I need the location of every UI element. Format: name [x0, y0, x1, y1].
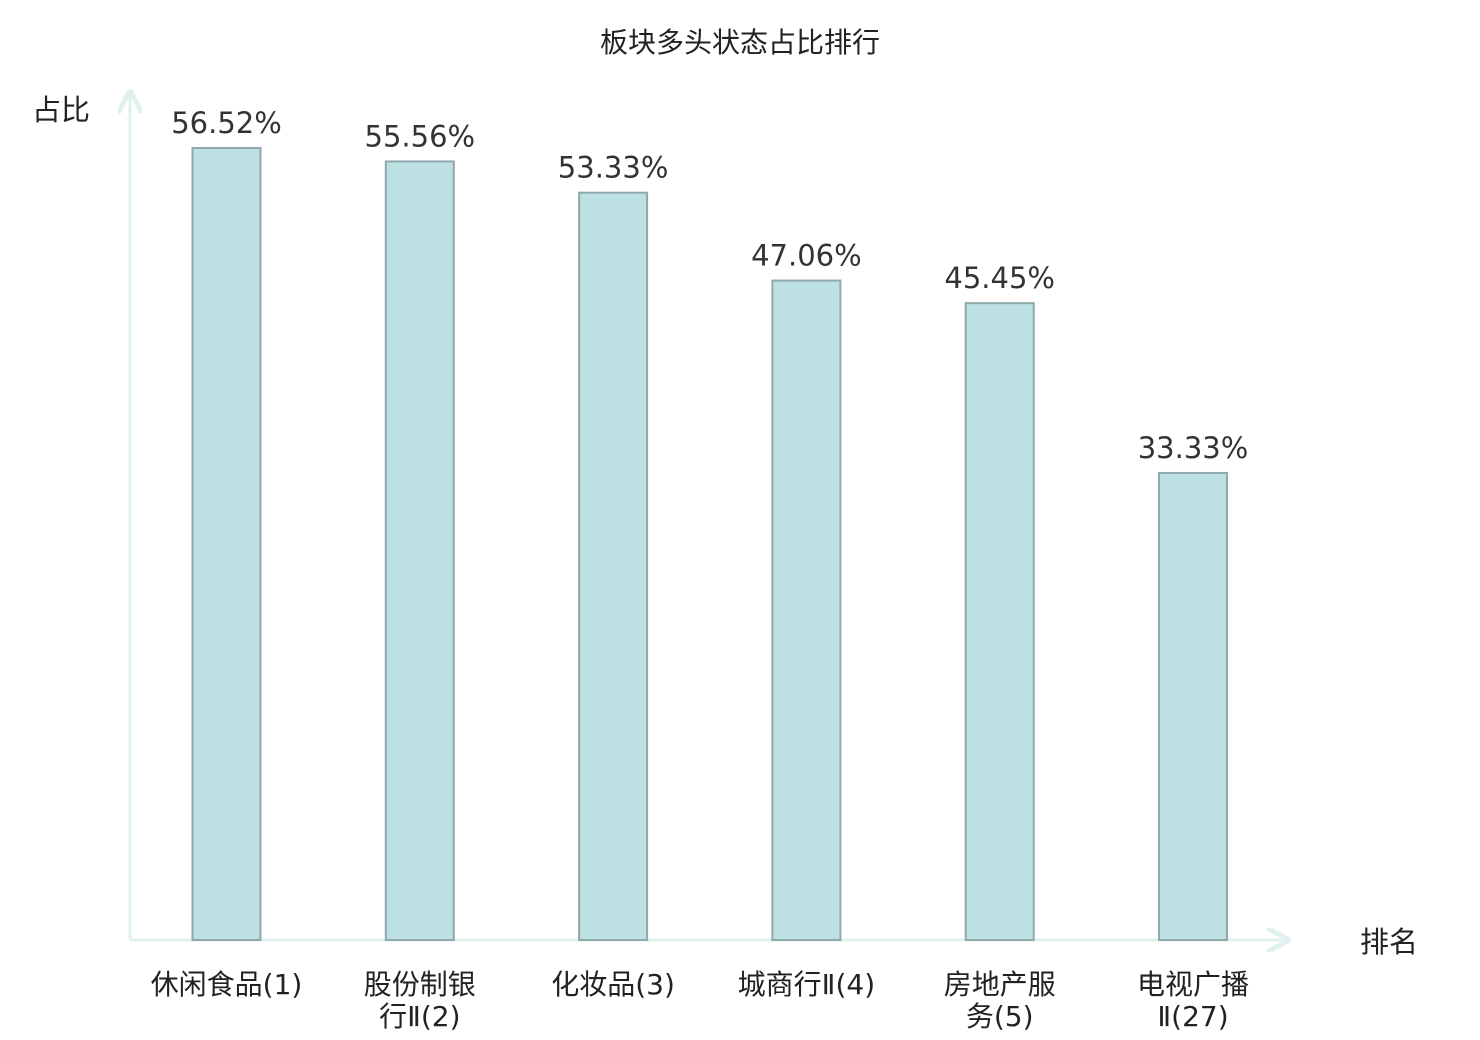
x-tick-label-5-line-2: 务(5) [966, 1000, 1034, 1033]
bar-4 [771, 279, 842, 942]
x-tick-label-2-line-1: 股份制银 [364, 968, 476, 1001]
x-tick-label-1: 休闲食品(1) [151, 968, 303, 1001]
y-axis-label: 占比 [32, 93, 90, 127]
bar-1 [191, 147, 262, 941]
bar-5 [964, 302, 1035, 941]
data-label-3: 53.33% [558, 151, 669, 185]
bars-group [191, 147, 1228, 942]
x-tick-label-5-line-1: 房地产服 [944, 968, 1056, 1001]
data-labels-group: 56.52% 55.56% 53.33% 47.06% 45.45% 33.33% [171, 106, 1248, 465]
bar-6 [1158, 471, 1228, 941]
x-tick-label-6-line-1: 电视广播 [1137, 968, 1249, 1001]
data-label-6: 33.33% [1138, 431, 1249, 465]
data-label-5: 45.45% [944, 261, 1055, 295]
x-tick-label-4: 城商行Ⅱ(4) [738, 968, 875, 1001]
bar-3 [578, 191, 649, 942]
data-label-2: 55.56% [365, 119, 476, 153]
x-tick-label-3: 化妆品(3) [551, 968, 675, 1001]
bar-2 [384, 160, 455, 942]
data-label-4: 47.06% [751, 239, 862, 273]
x-tick-label-2-line-2: 行Ⅱ(2) [379, 1000, 460, 1033]
chart-title: 板块多头状态占比排行 [600, 26, 880, 59]
x-axis-label: 排名 [1360, 925, 1418, 959]
data-label-1: 56.52% [171, 106, 282, 140]
x-tick-label-6-line-2: Ⅱ(27) [1157, 1000, 1228, 1033]
